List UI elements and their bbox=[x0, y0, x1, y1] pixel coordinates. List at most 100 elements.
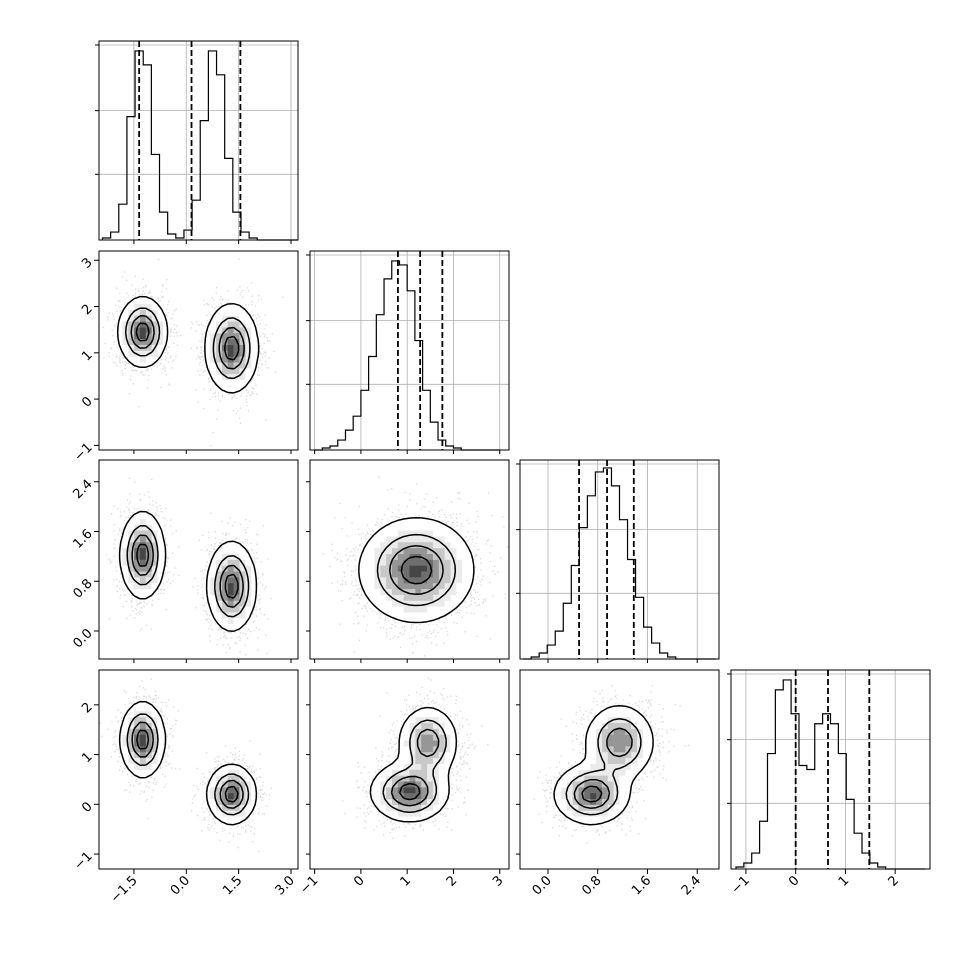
density-cell bbox=[386, 787, 393, 794]
density-cell bbox=[368, 559, 375, 566]
density-cell bbox=[116, 338, 123, 345]
density-cell bbox=[210, 321, 217, 328]
density-cell bbox=[380, 553, 387, 560]
density-cell bbox=[128, 309, 135, 316]
density-cell bbox=[613, 775, 620, 782]
density-cell bbox=[210, 571, 217, 578]
density-cell bbox=[403, 757, 410, 764]
density-cell bbox=[134, 297, 141, 304]
density-cell bbox=[221, 338, 229, 345]
density-cell bbox=[397, 530, 404, 537]
density-cell bbox=[139, 524, 147, 531]
density-cell bbox=[427, 565, 434, 572]
density-cell bbox=[368, 553, 375, 560]
density-cell bbox=[637, 757, 644, 764]
density-cell bbox=[607, 740, 614, 747]
density-cell bbox=[239, 327, 246, 334]
density-cell bbox=[386, 530, 393, 537]
y-tick-label: 1 bbox=[79, 348, 95, 364]
density-cell bbox=[619, 722, 626, 729]
density-cell bbox=[145, 577, 152, 584]
density-cell bbox=[421, 810, 428, 817]
density-cell bbox=[421, 792, 428, 800]
density-cell bbox=[637, 728, 644, 735]
density-cell bbox=[391, 582, 399, 590]
density-cell bbox=[239, 781, 246, 788]
density-cell bbox=[438, 751, 445, 759]
density-cell bbox=[432, 705, 440, 712]
density-cell bbox=[239, 315, 246, 322]
density-cell bbox=[438, 600, 445, 607]
density-cell bbox=[139, 705, 147, 712]
density-cell bbox=[122, 728, 129, 735]
density-cell bbox=[409, 734, 416, 741]
density-cell bbox=[391, 798, 399, 805]
density-cell bbox=[421, 740, 428, 747]
density-cell bbox=[233, 816, 240, 823]
panel-frame bbox=[519, 669, 720, 870]
density-cell bbox=[362, 577, 369, 584]
density-cell bbox=[468, 553, 475, 560]
density-cell bbox=[590, 787, 597, 794]
density-cell bbox=[450, 734, 457, 741]
density-cell bbox=[415, 804, 422, 811]
density-cell bbox=[391, 565, 399, 572]
density-cell bbox=[432, 734, 440, 741]
density-cell bbox=[145, 751, 152, 759]
density-cell bbox=[128, 716, 135, 723]
density-cell bbox=[128, 740, 135, 747]
density-cell bbox=[619, 804, 626, 811]
density-cell bbox=[642, 728, 650, 735]
density-cell bbox=[210, 356, 217, 363]
density-cell bbox=[134, 338, 141, 345]
density-cell bbox=[134, 321, 141, 328]
contour-level-4 bbox=[581, 785, 603, 803]
density-cell bbox=[397, 734, 404, 741]
density-cell bbox=[438, 728, 445, 735]
density-cell bbox=[233, 547, 240, 554]
density-cell bbox=[368, 582, 375, 590]
density-cells bbox=[116, 512, 258, 631]
density-cell bbox=[607, 769, 614, 776]
density-cell bbox=[566, 792, 573, 800]
density-cell bbox=[239, 373, 246, 381]
density-cell bbox=[601, 740, 609, 747]
density-cell bbox=[139, 577, 147, 584]
density-cell bbox=[432, 757, 440, 764]
density-cell bbox=[151, 763, 158, 770]
density-cell bbox=[210, 582, 217, 590]
density-cell bbox=[397, 559, 404, 566]
density-cell bbox=[444, 594, 451, 601]
density-cell bbox=[444, 565, 451, 572]
density-cell bbox=[239, 309, 246, 316]
x-tick-label: 3 bbox=[490, 873, 506, 889]
density-cell bbox=[619, 792, 626, 800]
density-cell bbox=[210, 792, 217, 800]
density-cell bbox=[619, 781, 626, 788]
density-cell bbox=[409, 716, 416, 723]
density-cell bbox=[456, 594, 463, 601]
density-cell bbox=[427, 559, 434, 566]
density-cell bbox=[438, 710, 445, 718]
density-cell bbox=[432, 565, 440, 572]
density-cell bbox=[601, 751, 609, 759]
density-cell bbox=[134, 362, 141, 369]
density-cell bbox=[145, 530, 152, 537]
density-cell bbox=[607, 798, 614, 805]
density-cell bbox=[251, 327, 258, 334]
density-cell bbox=[216, 577, 223, 584]
density-cell bbox=[462, 553, 469, 560]
density-cell bbox=[613, 763, 620, 770]
density-cell bbox=[380, 577, 387, 584]
panel-frame bbox=[98, 40, 299, 241]
density-cell bbox=[134, 309, 141, 316]
density-cell bbox=[163, 315, 170, 322]
scatter-panel-0-2 bbox=[98, 459, 299, 660]
density-cell bbox=[139, 303, 147, 310]
density-cell bbox=[601, 787, 609, 794]
density-cell bbox=[221, 816, 229, 823]
density-cell bbox=[397, 816, 404, 823]
density-cell bbox=[432, 530, 440, 537]
density-cell bbox=[409, 763, 416, 770]
density-cell bbox=[221, 565, 229, 572]
